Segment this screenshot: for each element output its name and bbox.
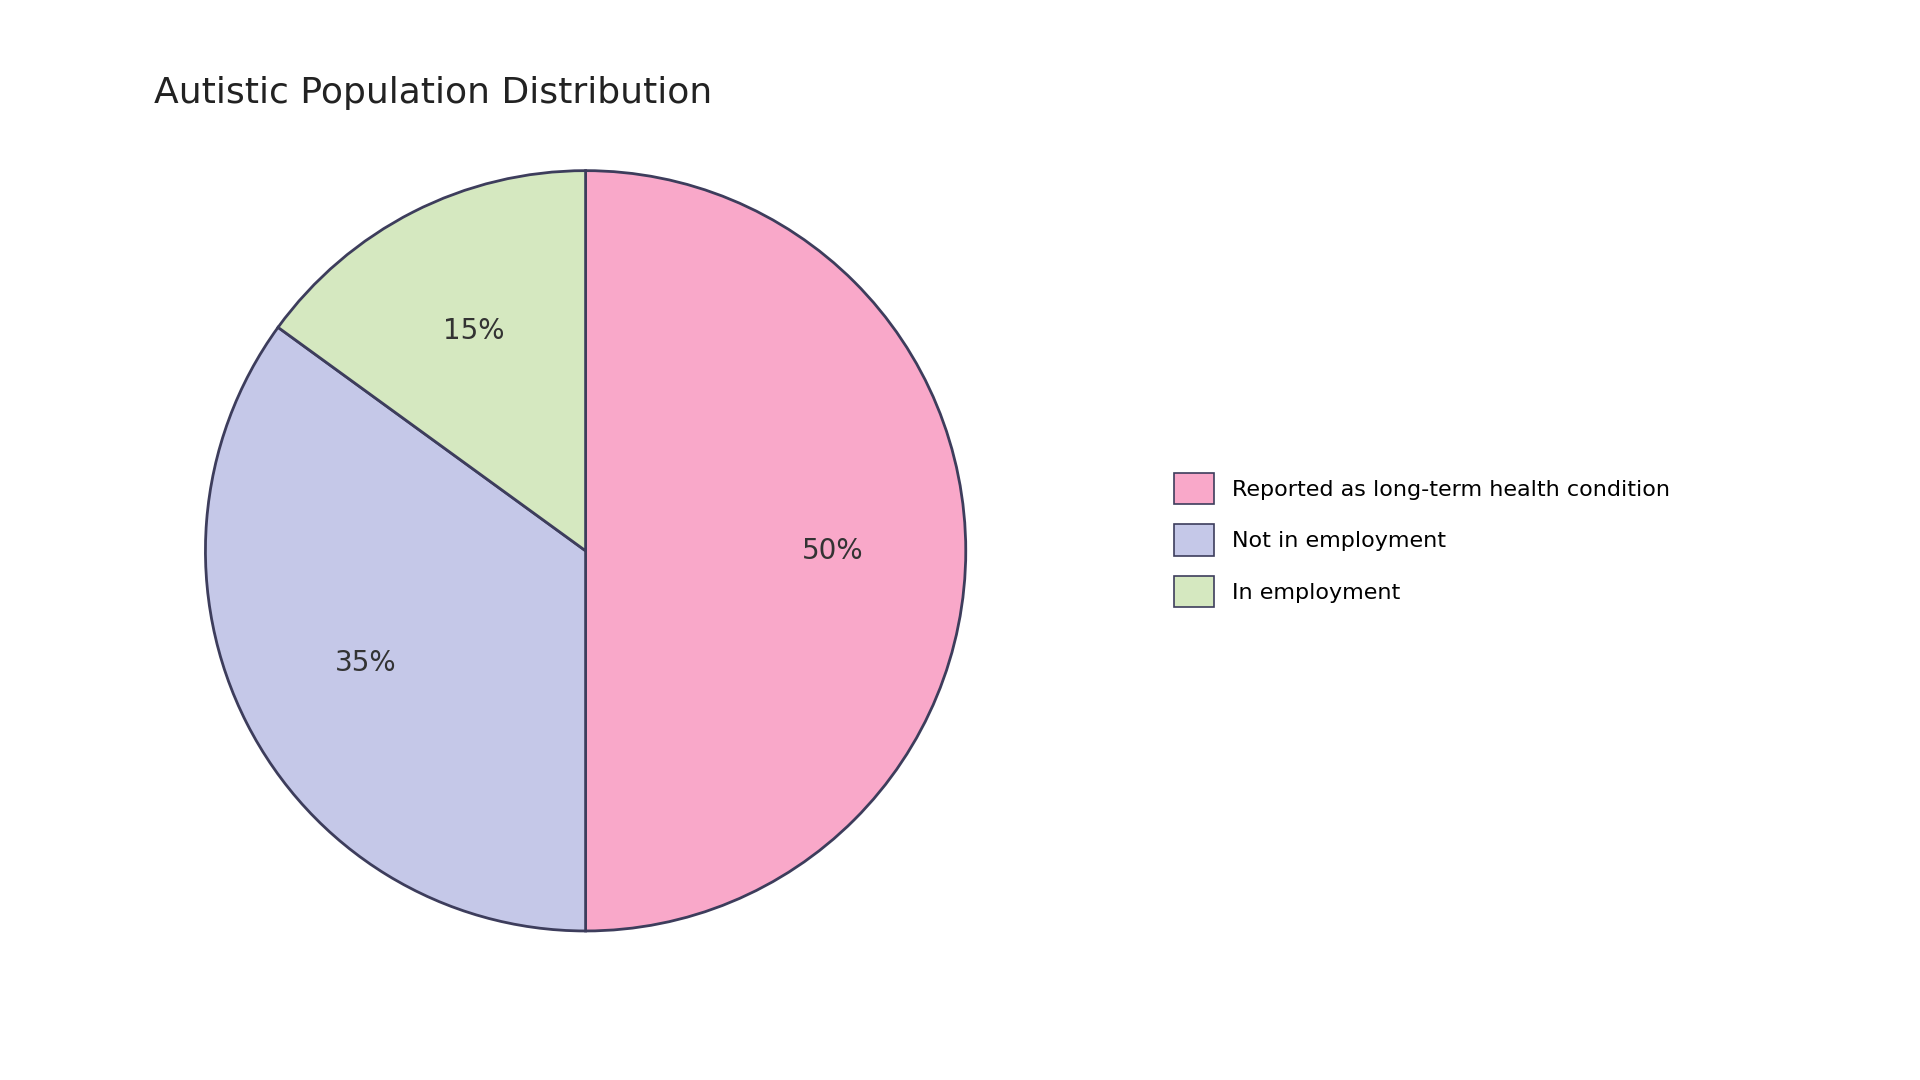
- Text: Autistic Population Distribution: Autistic Population Distribution: [154, 76, 712, 109]
- Legend: Reported as long-term health condition, Not in employment, In employment: Reported as long-term health condition, …: [1164, 462, 1682, 618]
- Text: 50%: 50%: [803, 537, 864, 565]
- Wedge shape: [278, 171, 586, 551]
- Text: 35%: 35%: [334, 649, 396, 677]
- Wedge shape: [205, 327, 586, 931]
- Wedge shape: [586, 171, 966, 931]
- Text: 15%: 15%: [444, 316, 505, 345]
